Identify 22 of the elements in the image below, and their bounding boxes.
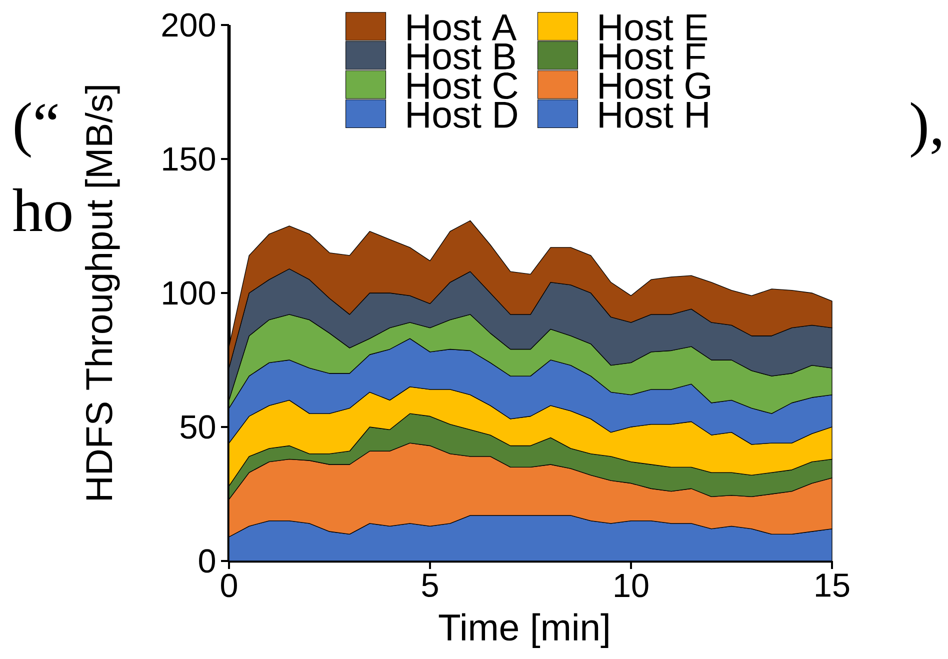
x-tick-label: 5 [422, 574, 438, 597]
y-tick-label: 150 [163, 147, 215, 171]
x-tick-label: 0 [221, 574, 237, 598]
y-tick-label: 50 [180, 415, 215, 439]
legend-label: Host F [600, 44, 706, 70]
x-tick-label: 10 [614, 574, 648, 598]
y-tick-label: 0 [199, 549, 215, 573]
legend-label: Host A [408, 14, 517, 41]
x-axis-title: Time [min] [438, 613, 608, 648]
y-axis-title: HDFS Throughput [MB/s] [84, 86, 120, 500]
legend-label: Host H [600, 102, 708, 128]
legend-label: Host B [408, 44, 515, 70]
text: ho [12, 188, 72, 232]
text: (“ [14, 102, 58, 158]
x-tick-label: 15 [816, 574, 850, 597]
legend-label: Host D [408, 102, 517, 128]
y-tick-label: 100 [163, 281, 215, 305]
legend-label: Host G [600, 72, 710, 99]
text: ), [910, 102, 941, 158]
legend-label: Host C [408, 72, 518, 99]
y-tick-label: 200 [162, 13, 215, 37]
legend-label: Host E [600, 14, 708, 41]
